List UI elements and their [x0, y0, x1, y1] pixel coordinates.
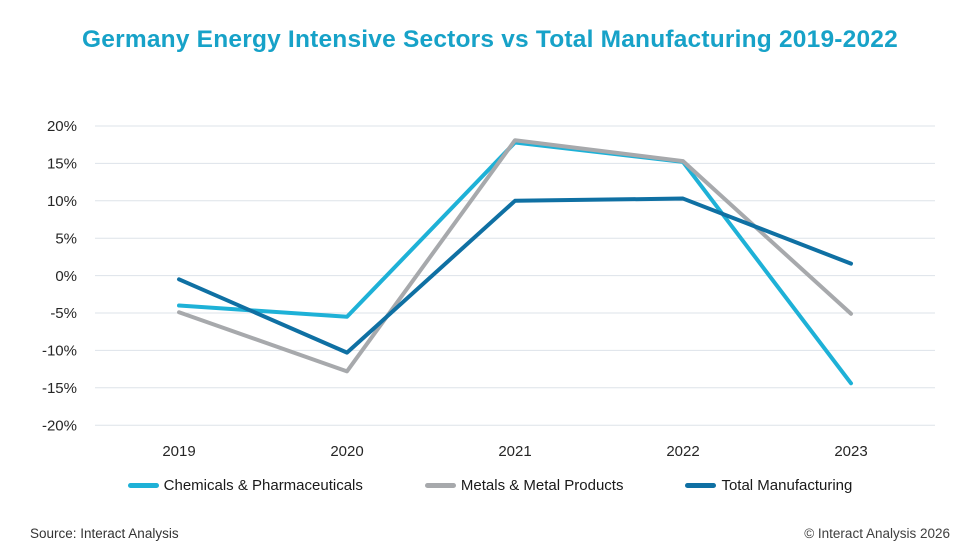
- legend-swatch: [424, 483, 456, 488]
- y-axis-tick-label: -5%: [50, 305, 77, 322]
- series-line: [177, 196, 853, 355]
- legend-label: Chemicals & Pharmaceuticals: [163, 477, 363, 494]
- chart-legend: Chemicals & Pharmaceuticals Metals & Meta…: [0, 477, 980, 494]
- chart-title: Germany Energy Intensive Sectors vs Tota…: [82, 26, 898, 53]
- legend-item: Chemicals & Pharmaceuticals: [127, 477, 363, 494]
- legend-swatch: [127, 483, 159, 488]
- y-axis-tick-label: -20%: [42, 417, 77, 434]
- x-axis-tick-label: 2019: [162, 443, 195, 460]
- legend-swatch: [685, 483, 717, 488]
- y-axis-tick-label: -15%: [42, 380, 77, 397]
- y-axis-tick-label: 5%: [55, 230, 77, 247]
- source-note: Source: Interact Analysis: [30, 526, 179, 541]
- series-line: [177, 138, 853, 374]
- y-axis-tick-label: 15%: [47, 156, 77, 173]
- y-axis-tick-label: 0%: [55, 268, 77, 285]
- legend-item: Total Manufacturing: [685, 477, 852, 494]
- y-axis-tick-label: 10%: [47, 193, 77, 210]
- y-axis-tick-label: -10%: [42, 343, 77, 360]
- legend-item: Metals & Metal Products: [424, 477, 624, 494]
- copyright-note: © Interact Analysis 2026: [804, 526, 950, 541]
- legend-label: Total Manufacturing: [721, 477, 853, 494]
- x-axis-tick-label: 2022: [666, 443, 699, 460]
- x-axis-tick-label: 2021: [498, 443, 531, 460]
- x-axis-tick-label: 2020: [330, 443, 363, 460]
- x-axis-tick-label: 2023: [834, 443, 867, 460]
- y-axis-tick-label: 20%: [47, 118, 77, 135]
- legend-label: Metals & Metal Products: [460, 477, 624, 494]
